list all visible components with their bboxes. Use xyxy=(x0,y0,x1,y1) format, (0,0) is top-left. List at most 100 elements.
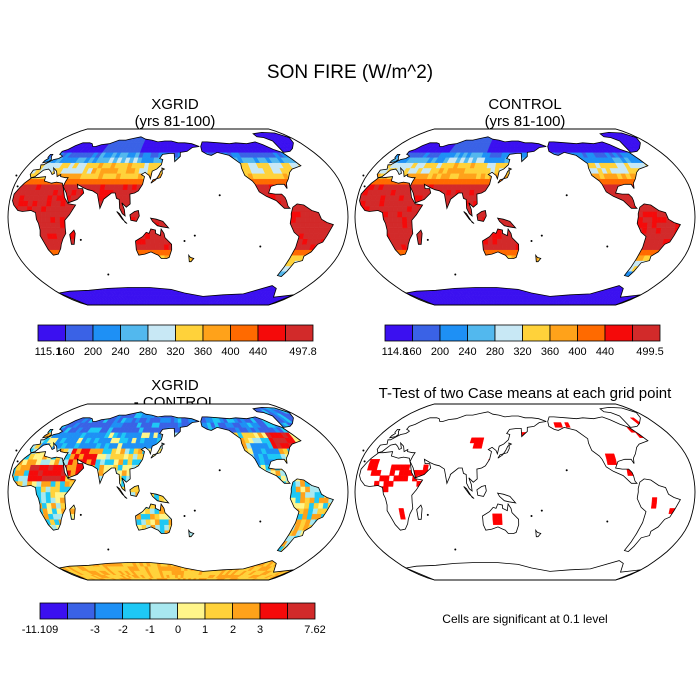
colorbar-control-swatch xyxy=(522,324,551,342)
colorbar-xgrid-swatch xyxy=(120,324,149,342)
diff-coast-newzealand xyxy=(188,528,195,538)
panel-title-xgrid: XGRID (yrs 81-100) xyxy=(20,96,330,130)
colorbar-xgrid-swatch xyxy=(147,324,176,342)
diff-coast-eurasia xyxy=(29,411,200,492)
xgrid-coast-japan xyxy=(150,167,166,184)
ttest-coast-japan xyxy=(497,442,513,459)
diff-island xyxy=(218,469,221,472)
xgrid-island xyxy=(193,234,196,237)
colorbar-control-swatch xyxy=(467,324,496,342)
ttest-coast-borneo xyxy=(476,485,487,497)
colorbar-xgrid-swatch xyxy=(37,324,66,342)
colorbar-control-swatch xyxy=(604,324,633,342)
xgrid-coast-australia xyxy=(135,227,173,259)
ttest-coast-madagascar xyxy=(416,504,423,520)
colorbar-control-label: 114.8 xyxy=(382,346,409,358)
control-coast-newzealand xyxy=(535,253,542,263)
colorbar-control-label: 280 xyxy=(486,346,504,358)
colorbar-diff: -11.109 -3 -2 -1 0 1 2 3 7.62 xyxy=(22,602,326,636)
control-island xyxy=(606,245,609,248)
colorbar-diff-label: 2 xyxy=(230,624,236,636)
diff-coast-greenland xyxy=(252,406,294,428)
colorbar-diff-label: -11.109 xyxy=(22,624,59,636)
colorbar-xgrid-label: 160 xyxy=(56,346,74,358)
colorbar-xgrid-label: 360 xyxy=(194,346,212,358)
colorbar-control-label: 320 xyxy=(513,346,531,358)
control-coast-newguinea xyxy=(496,217,517,229)
control-map xyxy=(354,128,696,306)
control-island xyxy=(426,238,429,241)
ttest-coast-newzealand xyxy=(535,528,542,538)
colorbar-xgrid-label: 440 xyxy=(249,346,267,358)
colorbar-xgrid-label: 320 xyxy=(166,346,184,358)
diff-island xyxy=(16,460,19,463)
ttest-coast-australia xyxy=(482,502,520,534)
ttest-coast-eurasia xyxy=(376,411,547,492)
xgrid-island xyxy=(259,245,262,248)
xgrid-coast-africa xyxy=(12,176,77,256)
colorbar-xgrid-label: 400 xyxy=(221,346,239,358)
diff-coast-newguinea xyxy=(149,492,170,504)
ttest-island xyxy=(426,513,429,516)
xgrid-coast-eurasia xyxy=(29,136,200,217)
colorbar-control-swatch xyxy=(494,324,523,342)
panel-diff-title: XGRID xyxy=(151,377,199,394)
colorbar-xgrid-label: 280 xyxy=(139,346,157,358)
colorbar-control-label: 160 xyxy=(403,346,421,358)
control-coast-madagascar xyxy=(416,229,423,245)
colorbar-control-label: 360 xyxy=(541,346,559,358)
control-island xyxy=(530,240,533,242)
ttest-island xyxy=(363,460,366,463)
diff-coast-japan xyxy=(150,442,166,459)
panel-control-subtitle: (yrs 81-100) xyxy=(484,113,566,130)
colorbar-control-swatch xyxy=(439,324,468,342)
control-outline xyxy=(354,128,696,306)
panel-xgrid-title: XGRID xyxy=(151,96,199,113)
diff-coast-africa xyxy=(12,451,77,531)
ttest-ocean xyxy=(355,404,695,580)
colorbar-diff-swatch xyxy=(259,602,288,620)
diff-island xyxy=(259,520,262,523)
colorbar-control-swatch xyxy=(549,324,578,342)
ttest-island xyxy=(565,469,568,472)
xgrid-island xyxy=(15,174,18,177)
diff-coast-britain xyxy=(41,428,54,439)
xgrid-coast-southamerica xyxy=(276,203,334,278)
diff-coast-australia xyxy=(135,502,173,534)
colorbar-control-label: 240 xyxy=(458,346,476,358)
xgrid-coast-borneo xyxy=(129,210,140,222)
xgrid-coast-indonesia xyxy=(116,211,128,224)
ttest-coast-southamerica xyxy=(623,478,681,553)
colorbar-diff-swatch xyxy=(204,602,233,620)
panel-ttest-title: T-Test of two Case means at each grid po… xyxy=(378,385,672,402)
diff-coast-borneo xyxy=(129,485,140,497)
main-title: SON FIRE (W/m^2) xyxy=(266,62,434,83)
diff-coast-indonesia xyxy=(116,486,128,499)
colorbar-xgrid-label: 200 xyxy=(84,346,102,358)
colorbar-diff-swatch xyxy=(287,602,316,620)
control-coast-eurasia xyxy=(376,136,547,217)
colorbar-control-label: 200 xyxy=(431,346,449,358)
xgrid-island xyxy=(79,238,82,241)
colorbar-diff-label: 1 xyxy=(202,624,208,636)
colorbar-diff-swatch xyxy=(232,602,261,620)
colorbar-control-swatch xyxy=(384,324,413,342)
control-coast-australia xyxy=(482,227,520,259)
diff-outline xyxy=(7,403,349,581)
control-island xyxy=(454,273,457,276)
colorbar-xgrid-label: 240 xyxy=(111,346,129,358)
ttest-coast-newguinea xyxy=(496,492,517,504)
control-coast-japan xyxy=(497,167,513,184)
colorbar-diff-label: 3 xyxy=(257,624,263,636)
colorbar-diff-swatch xyxy=(177,602,206,620)
control-island xyxy=(363,185,366,188)
colorbar-xgrid-swatch xyxy=(202,324,231,342)
control-coast-borneo xyxy=(476,210,487,222)
colorbar-xgrid-label: 497.8 xyxy=(289,346,317,358)
colorbar-diff-label: 7.62 xyxy=(304,624,325,636)
xgrid-coast-newguinea xyxy=(149,217,170,229)
control-coast-britain xyxy=(388,153,401,164)
diff-coast-northamerica xyxy=(200,416,302,484)
